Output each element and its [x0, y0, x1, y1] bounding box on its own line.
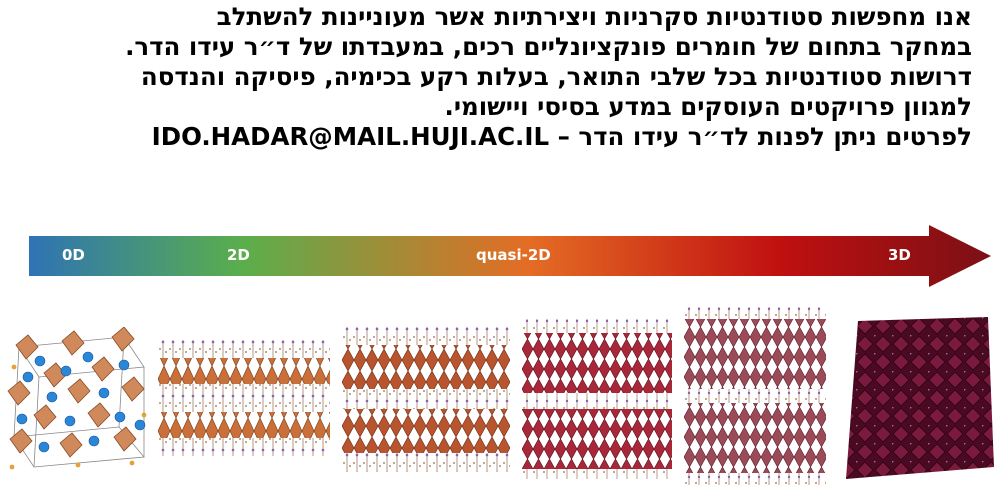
crystal-structures-row — [0, 300, 1000, 491]
label-quasi-2d: quasi-2D — [476, 246, 551, 264]
structure-0d-image — [7, 327, 147, 470]
label-0d: 0D — [62, 246, 85, 264]
paragraph-line-1: אנו מחפשות סטודנטיות סקרניות ויצירתיות א… — [216, 2, 972, 31]
structure-3d-image — [846, 317, 994, 479]
contact-line: לפרטים ניתן לפנות לד״ר עידו הדר – IDO.HA… — [0, 122, 972, 152]
structure-quasi2d-3-image — [684, 307, 826, 485]
email-link[interactable]: IDO.HADAR@MAIL.HUJI.AC.IL — [151, 122, 550, 151]
paragraph-line-3: דרושות סטודנטיות בכל שלבי התואר, בעלות ר… — [140, 62, 972, 91]
label-2d: 2D — [227, 246, 250, 264]
gradient-arrow-shape — [29, 225, 991, 287]
paragraph-line-2: במחקר בתחום של חומרים פונקציונליים רכים,… — [125, 32, 972, 61]
label-3d: 3D — [888, 246, 911, 264]
dimensionality-arrow: 0D 2D quasi-2D 3D — [29, 225, 991, 287]
contact-text: לפרטים ניתן לפנות לד״ר עידו הדר – — [549, 122, 972, 151]
paragraph-line-4: למגוון פרויקטים העוסקים במדע בסיסי ויישו… — [444, 92, 972, 121]
structure-2d-image — [158, 340, 330, 456]
structure-quasi2d-2-image — [522, 319, 672, 479]
structure-quasi2d-1-image — [342, 327, 510, 472]
recruitment-text: אנו מחפשות סטודנטיות סקרניות ויצירתיות א… — [0, 2, 972, 152]
